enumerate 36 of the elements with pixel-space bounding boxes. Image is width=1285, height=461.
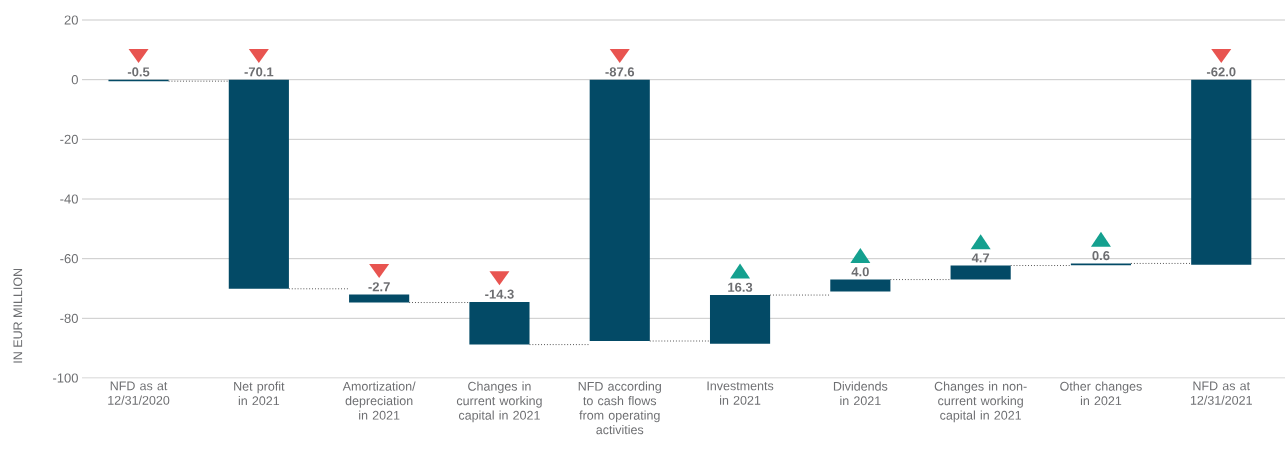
x-tick-label: NFD as at 12/31/2021 bbox=[1190, 381, 1252, 405]
y-tick-label: 20 bbox=[64, 15, 78, 25]
data-label: -62.0 bbox=[1206, 67, 1236, 77]
x-tick-label: Other changes in 2021 bbox=[1060, 381, 1142, 406]
bar bbox=[589, 79, 650, 342]
x-tick-label: Net profit in 2021 bbox=[234, 381, 285, 406]
y-tick-label: -20 bbox=[60, 134, 78, 144]
data-label: 16.3 bbox=[728, 282, 753, 292]
bar bbox=[228, 79, 289, 289]
x-tick-label: Changes in non-current working capital in 2021 bbox=[934, 381, 1027, 423]
bar bbox=[1191, 79, 1252, 265]
y-tick-label: 0 bbox=[71, 75, 78, 85]
y-tick-label: -40 bbox=[60, 194, 78, 204]
bar bbox=[950, 265, 1011, 280]
bar bbox=[830, 279, 891, 292]
x-tick-label: NFD as at 12/31/2020 bbox=[108, 381, 170, 405]
x-tick-label: Amortization/ depreciation in 2021 bbox=[342, 381, 416, 420]
y-axis-title: IN EUR MILLION bbox=[13, 268, 23, 363]
x-tick-label: Changes in current working capital in 2021 bbox=[456, 381, 542, 423]
x-tick-label: Investments in 2021 bbox=[707, 381, 774, 405]
data-label: 0.6 bbox=[1092, 251, 1110, 261]
data-label: -70.1 bbox=[244, 67, 274, 77]
bar bbox=[469, 301, 530, 345]
bar bbox=[349, 294, 410, 303]
data-label: 4.0 bbox=[851, 267, 869, 277]
x-tick-label: Dividends in 2021 bbox=[833, 381, 888, 406]
data-label: -2.7 bbox=[368, 282, 390, 292]
data-label: -0.5 bbox=[127, 67, 150, 77]
data-label: -87.6 bbox=[605, 67, 635, 77]
y-tick-label: -60 bbox=[60, 254, 78, 264]
x-tick-label: NFD according to cash flows from operating activities bbox=[578, 381, 661, 435]
data-label: 4.7 bbox=[971, 253, 990, 263]
bar bbox=[709, 295, 771, 344]
y-tick-label: -80 bbox=[60, 313, 78, 323]
y-tick-label: -100 bbox=[53, 373, 78, 383]
data-label: -14.3 bbox=[485, 289, 514, 299]
